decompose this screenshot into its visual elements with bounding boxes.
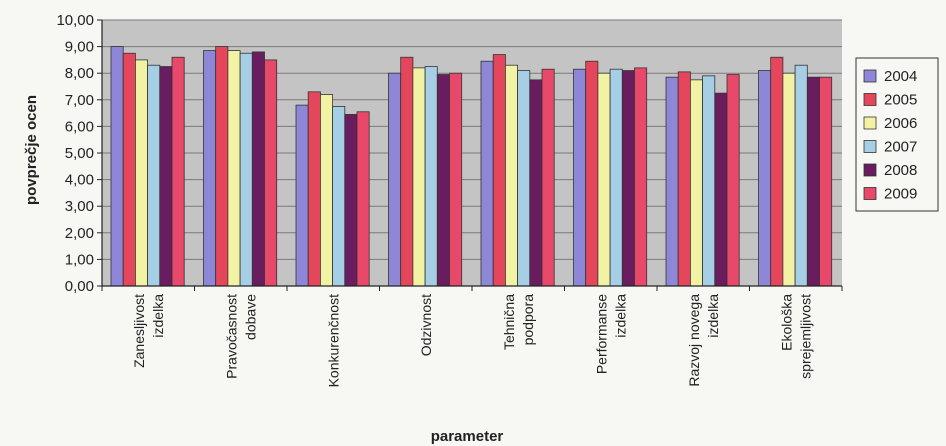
x-category-label: izdelka: [612, 294, 628, 338]
bar-2007-6: [702, 75, 716, 287]
x-category-label: dobave: [242, 294, 258, 340]
x-category-label: Konkurenčnost: [325, 294, 341, 388]
legend-label-2005: 2005: [884, 92, 917, 109]
x-category-label: izdelka: [150, 294, 166, 338]
bar-2006-6: [690, 79, 704, 287]
bar-2009-6: [726, 74, 740, 287]
bar-2009-0: [171, 56, 185, 287]
bar-2009-4: [541, 68, 555, 287]
x-category-label: Tehnična: [501, 294, 517, 350]
y-tick-label: 9,00: [65, 39, 94, 56]
bar-2004-6: [665, 76, 679, 287]
bar-2008-2: [344, 114, 358, 287]
bar-2004-2: [295, 104, 309, 287]
bar-2009-7: [819, 76, 833, 287]
bar-2004-0: [110, 46, 124, 287]
bar-2006-2: [319, 94, 333, 287]
bar-2007-2: [332, 106, 346, 287]
bar-2008-6: [714, 92, 728, 287]
legend-swatch-2004: [863, 69, 877, 83]
y-tick-label: 1,00: [65, 251, 94, 268]
bar-2008-5: [621, 70, 635, 287]
bar-2005-7: [770, 56, 784, 287]
bar-2006-3: [412, 67, 426, 287]
bar-2004-7: [758, 70, 772, 287]
y-tick-label: 6,00: [65, 118, 94, 135]
legend-label-2007: 2007: [884, 139, 917, 156]
y-tick-label: 10,00: [56, 12, 94, 29]
bar-2004-4: [480, 60, 494, 287]
y-tick-label: 0,00: [65, 278, 94, 295]
bar-2005-1: [215, 46, 229, 287]
legend-label-2008: 2008: [884, 162, 917, 179]
legend-swatch-2007: [863, 140, 877, 153]
y-tick-label: 2,00: [65, 225, 94, 242]
bar-2005-5: [585, 60, 599, 287]
bar-2005-3: [400, 56, 414, 287]
bar-2004-3: [388, 72, 402, 287]
bar-2009-5: [634, 67, 648, 287]
bar-2007-1: [239, 52, 253, 287]
x-category-label: Ekološka: [778, 294, 794, 351]
y-tick-label: 8,00: [65, 65, 94, 82]
x-axis-title: parameter: [431, 428, 504, 445]
bar-2008-1: [251, 51, 265, 287]
x-category-label: sprejemljivost: [797, 294, 813, 379]
bar-2005-2: [307, 91, 321, 287]
bar-2009-3: [449, 72, 463, 287]
bar-2008-7: [806, 76, 820, 287]
bar-2004-1: [203, 50, 217, 287]
x-category-label: Odzivnost: [418, 294, 434, 356]
bar-2008-0: [159, 66, 173, 287]
x-category-label: Razvoj novega: [686, 294, 702, 387]
bar-2007-0: [147, 64, 161, 287]
x-category-label: Pravočasnost: [223, 294, 239, 379]
bar-2006-0: [134, 59, 148, 287]
bar-2008-4: [529, 79, 543, 287]
x-category-label: podpora: [520, 294, 536, 346]
bar-2008-3: [436, 74, 450, 287]
y-axis-title: povprečje ocen: [23, 95, 40, 205]
legend-swatch-2005: [863, 93, 877, 106]
y-tick-label: 7,00: [65, 92, 94, 109]
bar-2007-4: [517, 70, 531, 287]
legend-swatch-2006: [863, 116, 877, 130]
legend-swatch-2009: [863, 187, 877, 200]
bar-2007-3: [424, 66, 438, 287]
legend-label-2009: 2009: [884, 186, 917, 203]
y-tick-label: 4,00: [65, 172, 94, 189]
legend-swatch-2008: [863, 163, 877, 177]
x-category-label: Zanesljivost: [131, 294, 147, 368]
bar-2006-4: [504, 64, 518, 287]
bar-2005-4: [492, 54, 506, 287]
bar-2009-2: [356, 111, 370, 287]
x-category-label: Performanse: [593, 294, 609, 374]
y-tick-label: 5,00: [65, 145, 94, 162]
bar-2007-5: [609, 68, 623, 287]
y-tick-label: 3,00: [65, 198, 94, 215]
bar-2006-7: [782, 72, 796, 287]
legend-label-2006: 2006: [884, 115, 917, 132]
bar-2005-0: [122, 52, 136, 287]
legend-label-2004: 2004: [884, 68, 917, 85]
bar-2005-6: [677, 71, 691, 287]
bar-2004-5: [573, 68, 587, 287]
x-category-label: izdelka: [705, 294, 721, 338]
bar-2009-1: [264, 59, 278, 287]
bar-2007-7: [794, 64, 808, 287]
legend-box: [855, 57, 939, 212]
bar-2006-5: [597, 72, 611, 287]
bar-2006-1: [227, 50, 241, 287]
